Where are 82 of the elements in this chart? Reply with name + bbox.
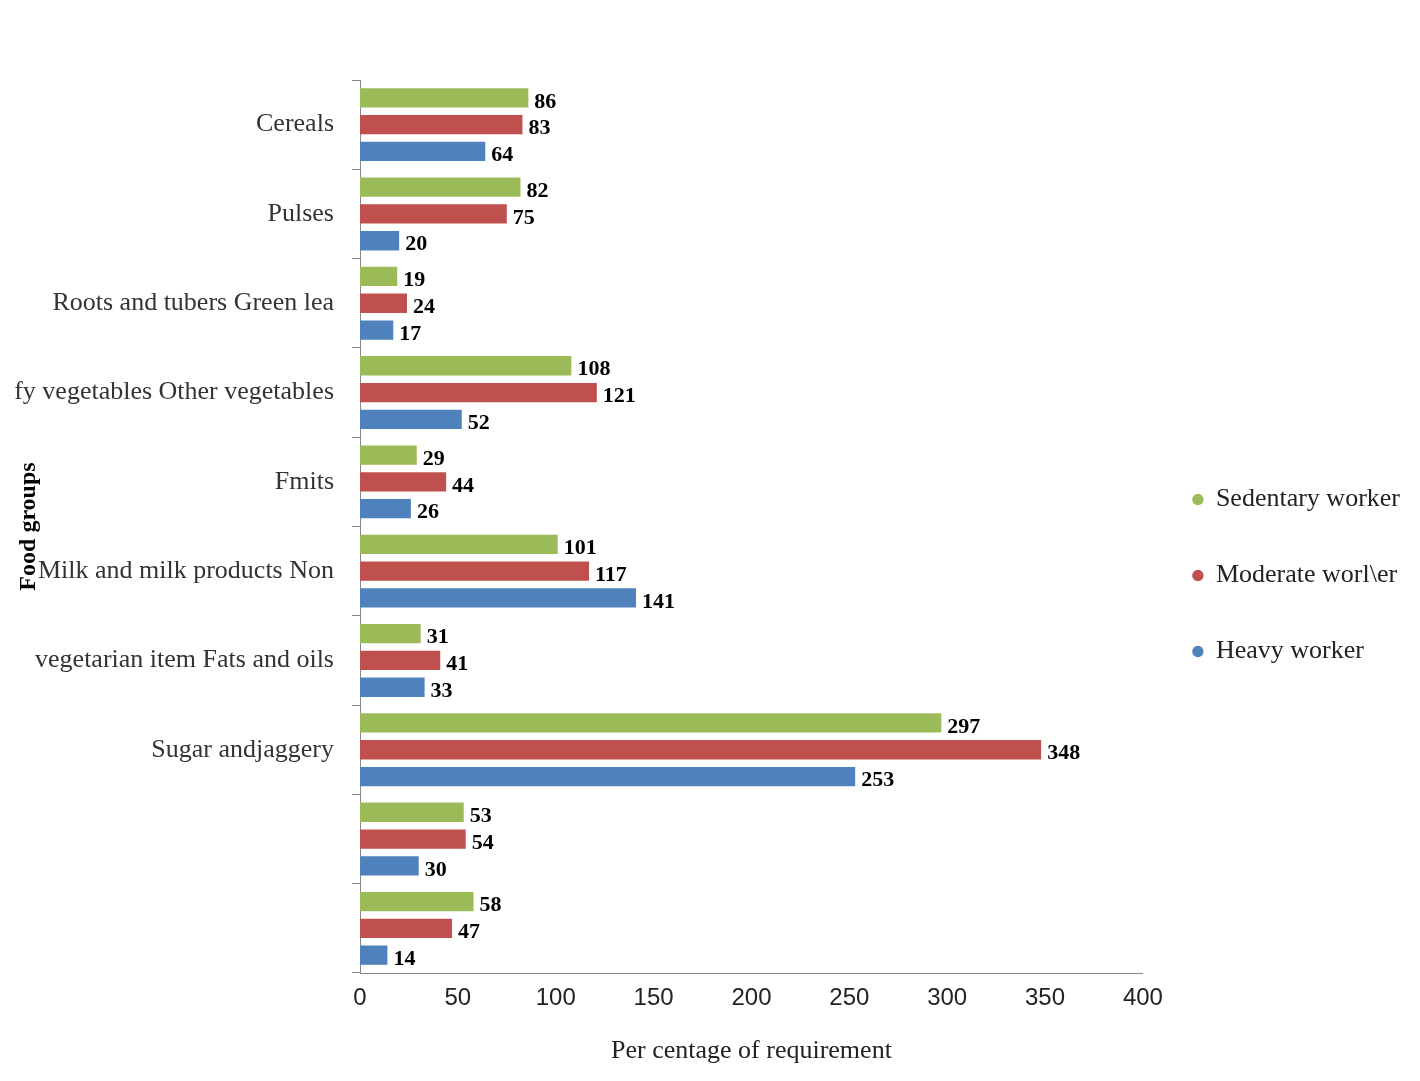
bar	[360, 177, 521, 197]
y-tick-label: vegetarian item Fats and oils	[35, 644, 334, 674]
data-label: 47	[457, 918, 480, 944]
y-tick-label: Milk and milk products Non	[37, 554, 334, 584]
x-tick-label: 50	[444, 983, 472, 1011]
bar	[360, 829, 466, 849]
data-label: 52	[467, 409, 490, 435]
bar	[360, 802, 464, 822]
legend-label: Sedentary worker	[1215, 483, 1401, 513]
x-tick-label: 250	[829, 983, 870, 1011]
bar	[360, 856, 419, 876]
data-label: 24	[412, 292, 435, 318]
data-label: 121	[602, 382, 636, 408]
y-tick-label: Cereals	[256, 108, 334, 138]
x-tick-label: 150	[633, 983, 674, 1011]
bar	[360, 382, 597, 403]
data-label: 44	[452, 471, 475, 497]
data-label: 83	[528, 114, 551, 140]
bar	[360, 141, 486, 162]
y-tick-label: Pulses	[267, 197, 334, 227]
x-tick-label: 200	[731, 983, 772, 1011]
data-label: 29	[422, 444, 445, 470]
x-tick-label: 0	[353, 983, 367, 1011]
data-label: 108	[577, 355, 611, 381]
bar	[360, 320, 394, 340]
data-label: 17	[399, 319, 422, 345]
data-label: 253	[861, 766, 895, 792]
bar	[360, 945, 388, 965]
y-tick-label: Roots and tubers Green lea	[52, 287, 335, 317]
bar	[360, 713, 942, 733]
bar	[360, 624, 421, 644]
legend-label: Heavy worker	[1215, 635, 1365, 665]
bar	[360, 266, 398, 287]
data-label: 31	[426, 623, 449, 649]
bar	[360, 409, 462, 429]
bar	[360, 677, 425, 697]
data-label: 75	[512, 203, 535, 229]
bar	[360, 293, 407, 313]
y-tick-label: fy vegetables Other vegetables	[14, 376, 334, 406]
x-axis-title: Per centage of requirement	[611, 1035, 893, 1065]
bar	[360, 499, 411, 519]
data-label: 101	[563, 534, 597, 560]
y-tick-label: Fmits	[274, 465, 334, 495]
bar	[360, 115, 523, 135]
data-label: 19	[403, 266, 426, 292]
data-label: 33	[430, 676, 453, 702]
x-tick-label: 350	[1025, 983, 1066, 1011]
data-label: 117	[595, 560, 627, 586]
data-label: 41	[446, 650, 469, 676]
y-axis-title: Food groups	[13, 462, 40, 591]
bar	[360, 588, 636, 608]
data-label: 26	[416, 498, 439, 524]
data-label: 14	[393, 944, 416, 970]
data-label: 64	[491, 141, 514, 167]
bar	[360, 650, 441, 671]
bar	[360, 561, 589, 581]
bar	[360, 445, 417, 465]
y-tick-label: Sugar andjaggery	[151, 733, 334, 763]
bar	[360, 891, 474, 912]
bar	[360, 472, 447, 492]
legend-label: Moderate worl\er	[1215, 559, 1398, 589]
bar	[360, 534, 558, 554]
data-label: 348	[1047, 739, 1081, 765]
data-label: 53	[469, 801, 492, 827]
data-label: 54	[471, 828, 494, 854]
data-label: 141	[641, 587, 675, 613]
x-tick-label: 300	[927, 983, 968, 1011]
x-tick-label: 100	[535, 983, 576, 1011]
data-label: 20	[405, 230, 428, 256]
data-label: 86	[534, 87, 557, 113]
bar	[360, 88, 529, 108]
bar	[360, 766, 856, 787]
x-tick-label: 400	[1122, 983, 1163, 1011]
bar	[360, 918, 452, 938]
data-label: 297	[947, 712, 981, 738]
bar	[360, 204, 507, 224]
data-label: 82	[526, 176, 549, 202]
bar	[360, 231, 400, 251]
data-label: 30	[424, 855, 447, 881]
data-label: 58	[479, 891, 502, 917]
bar	[360, 356, 572, 376]
bar	[360, 740, 1042, 760]
